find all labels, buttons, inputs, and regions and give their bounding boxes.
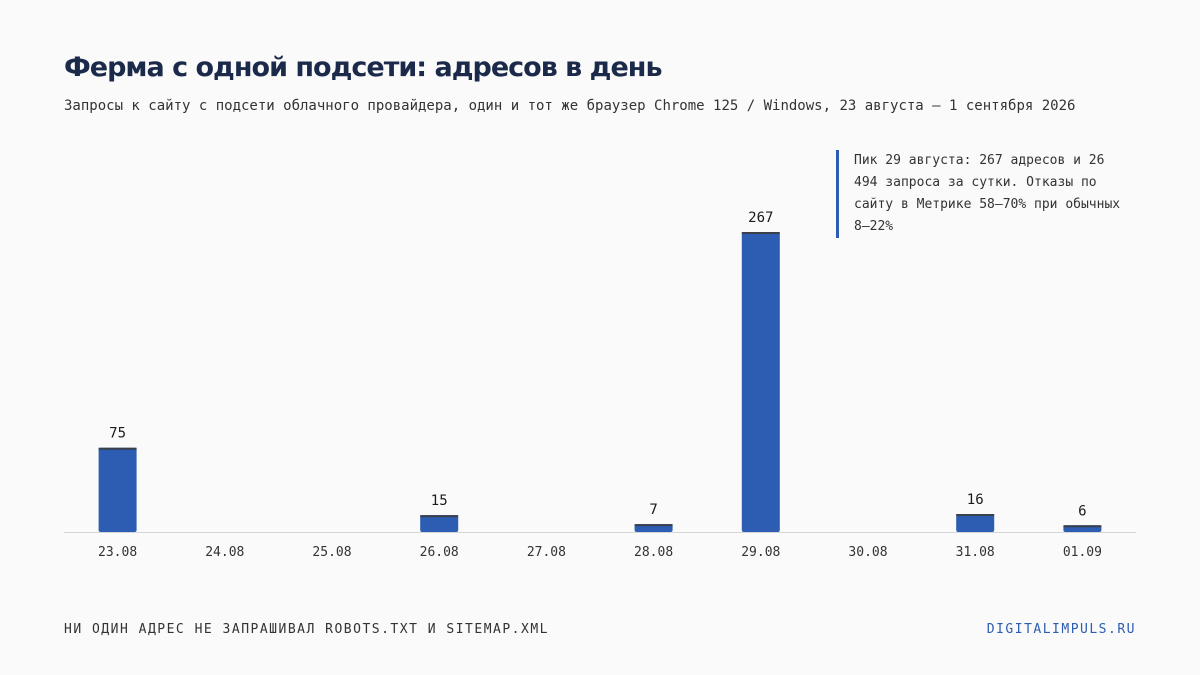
- data-label-23.08: 75: [109, 426, 126, 442]
- bar-29.08: [741, 232, 780, 532]
- data-label-01.09: 6: [1078, 503, 1086, 519]
- footer-note: НИ ОДИН АДРЕС НЕ ЗАПРАШИВАЛ ROBOTS.TXT И…: [64, 622, 549, 637]
- data-label-29.08: 267: [748, 210, 773, 226]
- data-label-26.08: 15: [431, 493, 448, 509]
- data-label-28.08: 7: [649, 502, 657, 518]
- tick-label-26.08: 26.08: [420, 545, 459, 560]
- bar-top-edge-01.09: [1063, 525, 1102, 528]
- chart-title: Ферма с одной подсети: адресов в день: [64, 52, 663, 83]
- tick-label-29.08: 29.08: [741, 545, 780, 560]
- tick-label-25.08: 25.08: [312, 545, 351, 560]
- peak-annotation: Пик 29 августа: 267 адресов и 26 494 зап…: [836, 150, 1126, 238]
- bar-top-edge-31.08: [956, 514, 995, 517]
- data-label-31.08: 16: [967, 492, 984, 508]
- peak-annotation-text: Пик 29 августа: 267 адресов и 26 494 зап…: [854, 153, 1121, 234]
- tick-label-31.08: 31.08: [956, 545, 995, 560]
- tick-label-24.08: 24.08: [205, 545, 244, 560]
- bar-top-edge-29.08: [741, 232, 780, 234]
- bar-26.08: [420, 515, 459, 532]
- bar-31.08: [956, 514, 995, 532]
- source-link[interactable]: DIGITALIMPULS.RU: [986, 622, 1136, 637]
- bar-top-edge-28.08: [634, 524, 673, 527]
- tick-label-28.08: 28.08: [634, 545, 673, 560]
- bar-23.08: [98, 447, 137, 532]
- tick-label-30.08: 30.08: [848, 545, 887, 560]
- tick-label-27.08: 27.08: [527, 545, 566, 560]
- bar-top-edge-23.08: [98, 447, 137, 450]
- tick-label-01.09: 01.09: [1063, 545, 1102, 560]
- tick-label-23.08: 23.08: [98, 545, 137, 560]
- chart-subtitle: Запросы к сайту с подсети облачного пров…: [64, 98, 1076, 114]
- bar-top-edge-26.08: [420, 515, 459, 518]
